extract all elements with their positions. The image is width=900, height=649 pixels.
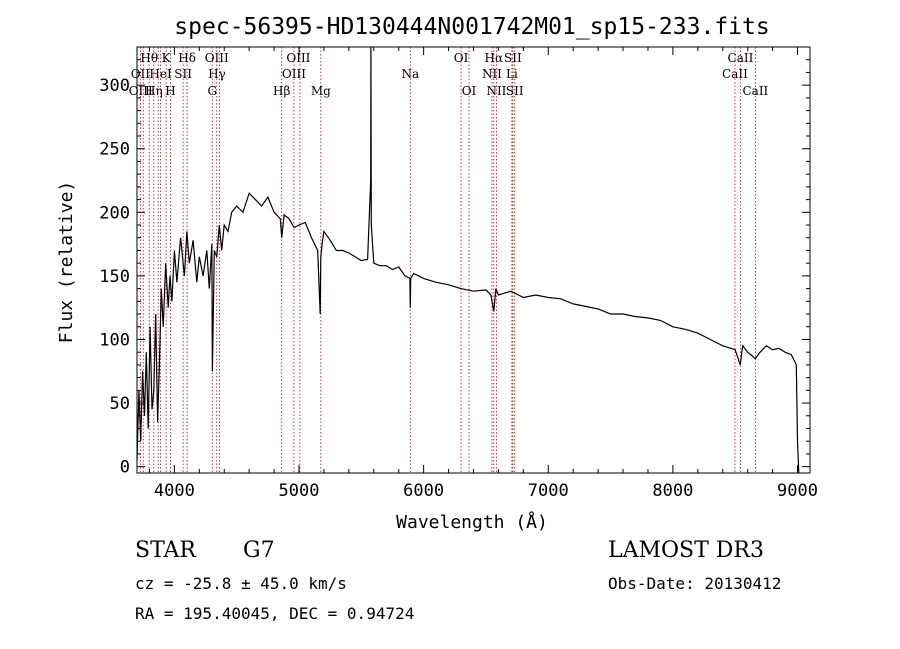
line-annotation: SII bbox=[504, 51, 522, 65]
line-annotation: Na bbox=[401, 67, 419, 81]
line-annotation: OIII bbox=[205, 51, 229, 65]
coordinates: RA = 195.40045, DEC = 0.94724 bbox=[135, 604, 415, 623]
x-tick-label: 5000 bbox=[279, 481, 320, 501]
y-tick-label: 250 bbox=[99, 140, 130, 160]
line-annotation: H bbox=[165, 84, 175, 98]
object-class: STAR bbox=[135, 538, 196, 563]
line-annotation: OII bbox=[131, 67, 151, 81]
line-marker-group bbox=[139, 47, 756, 473]
x-tick-label: 4000 bbox=[154, 481, 195, 501]
x-tick-label: 7000 bbox=[528, 481, 569, 501]
line-annotation: CaII bbox=[742, 84, 768, 98]
line-annotation: Hγ bbox=[208, 67, 226, 81]
line-annotation: NII bbox=[482, 67, 502, 81]
line-annotation: OIII bbox=[129, 84, 153, 98]
line-annotation: OIII bbox=[282, 67, 306, 81]
y-tick-label: 150 bbox=[99, 267, 130, 287]
x-tick-label: 9000 bbox=[777, 481, 818, 501]
line-annotation: Hθ bbox=[140, 51, 158, 65]
line-annotation: CaII bbox=[722, 67, 748, 81]
line-annotation: Hα bbox=[485, 51, 504, 65]
chart-title: spec-56395-HD130444N001742M01_sp15-233.f… bbox=[174, 14, 769, 40]
line-annotation: OI bbox=[454, 51, 469, 65]
y-tick-label: 100 bbox=[99, 330, 130, 350]
line-annotation: HeI bbox=[149, 67, 172, 81]
y-tick-label: 200 bbox=[99, 203, 130, 223]
spectrum-line bbox=[136, 46, 800, 474]
line-annotation: OI bbox=[462, 84, 477, 98]
object-subclass: G7 bbox=[243, 538, 275, 563]
obs-date: Obs-Date: 20130412 bbox=[608, 574, 782, 593]
redshift-readout: cz = -25.8 ± 45.0 km/s bbox=[135, 574, 347, 593]
line-annotation: G bbox=[207, 84, 217, 98]
y-axis: 0 50 100 150 200 250 300 bbox=[99, 59, 810, 478]
line-annotation: K bbox=[162, 51, 172, 65]
line-annotation: OIII bbox=[286, 51, 310, 65]
line-annotation: Mg bbox=[311, 84, 331, 98]
line-annotation: Hδ bbox=[178, 51, 196, 65]
line-annotation: Hβ bbox=[273, 84, 290, 98]
survey-name: LAMOST DR3 bbox=[608, 538, 764, 563]
x-axis-label: Wavelength (Å) bbox=[396, 511, 548, 533]
x-tick-label: 8000 bbox=[652, 481, 693, 501]
spectrum-chart: spec-56395-HD130444N001742M01_sp15-233.f… bbox=[56, 14, 818, 533]
line-annotation: NII bbox=[486, 84, 506, 98]
y-tick-label: 300 bbox=[99, 76, 130, 96]
x-tick-label: 6000 bbox=[403, 481, 444, 501]
line-annotation: SII bbox=[174, 67, 192, 81]
y-tick-label: 0 bbox=[120, 458, 130, 478]
line-annotation: CaII bbox=[728, 51, 754, 65]
line-annotation: Hη bbox=[145, 84, 163, 98]
line-annotation: Li bbox=[506, 67, 518, 81]
plot-frame bbox=[136, 46, 811, 474]
x-axis: 4000 5000 6000 7000 8000 9000 bbox=[148, 47, 818, 501]
line-annotation: SII bbox=[506, 84, 524, 98]
y-tick-label: 50 bbox=[110, 394, 130, 414]
y-axis-label: Flux (relative) bbox=[56, 181, 77, 344]
